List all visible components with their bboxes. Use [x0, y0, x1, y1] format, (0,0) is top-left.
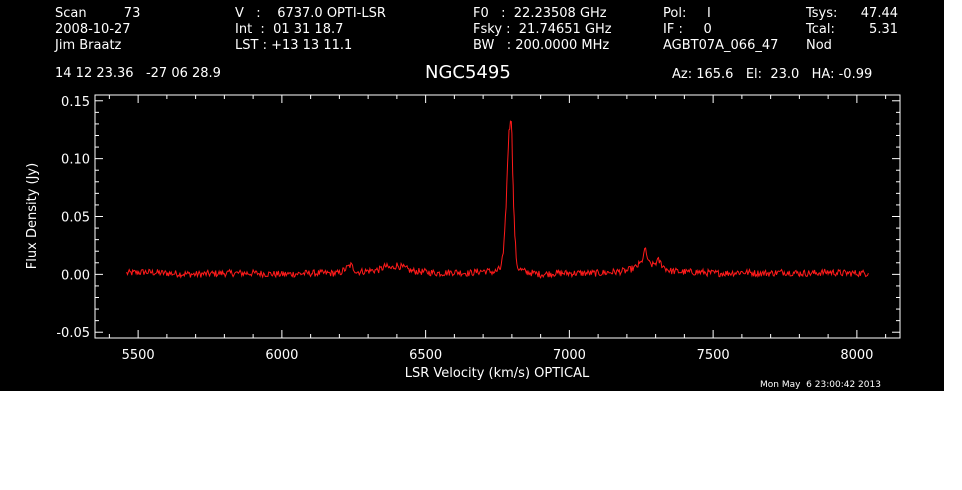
plot-frame	[94, 94, 901, 339]
x-tick-label-8000: 8000	[840, 348, 873, 363]
tcal-label: Tcal:	[806, 22, 835, 37]
y-tick-label-2: 0.05	[61, 211, 90, 226]
polarization: Pol: I	[663, 6, 711, 21]
tsys-value: 47.44	[860, 6, 898, 21]
velocity-info: V : 6737.0 OPTI-LSR	[235, 6, 386, 21]
y-axis-label: Flux Density (Jy)	[25, 163, 40, 269]
source-coordinates: 14 12 23.36 -27 06 28.9	[55, 66, 221, 81]
x-tick-label-6500: 6500	[409, 348, 442, 363]
project-id: AGBT07A_066_47	[663, 38, 779, 53]
tsys-label: Tsys:	[806, 6, 838, 21]
observation-date: 2008-10-27	[55, 22, 131, 37]
spectrum-chart: 5500 6000 6500 7000 7500 8000 -0.05 0.00 0.05 0.1…	[25, 94, 901, 381]
data-layer	[126, 119, 869, 279]
y-tick-label-4: 0.15	[61, 95, 90, 110]
y-tick-label-0: -0.05	[56, 326, 90, 341]
axis-ticks: 5500 6000 6500 7000 7500 8000 -0.05 0.00 0.05 0.1…	[56, 95, 900, 363]
y-tick-label-1: 0.00	[61, 268, 90, 283]
scan-number: Scan 73	[55, 6, 141, 21]
x-tick-label-5500: 5500	[122, 348, 155, 363]
if-number: IF : 0	[663, 22, 712, 37]
plot-panel: Scan 73 2008-10-27 Jim Braatz V : 6737.0…	[0, 0, 944, 391]
x-tick-label-7000: 7000	[553, 348, 586, 363]
observing-mode: Nod	[806, 38, 832, 53]
sky-frequency: Fsky : 21.74651 GHz	[473, 22, 612, 37]
rest-frequency: F0 : 22.23508 GHz	[473, 6, 607, 21]
x-tick-label-6000: 6000	[265, 348, 298, 363]
integration-time: Int : 01 31 18.7	[235, 22, 344, 37]
y-tick-label-3: 0.10	[61, 153, 90, 168]
bandwidth: BW : 200.0000 MHz	[473, 38, 610, 53]
observer-name: Jim Braatz	[55, 38, 122, 53]
x-axis-label: LSR Velocity (km/s) OPTICAL	[405, 366, 590, 381]
tcal-value: 5.31	[869, 22, 898, 37]
spectrum-series-line	[126, 119, 869, 279]
lst-info: LST : +13 13 11.1	[235, 38, 353, 53]
source-name: NGC5495	[425, 62, 511, 83]
az-el-ha: Az: 165.6 El: 23.0 HA: -0.99	[672, 67, 873, 82]
timestamp: Mon May 6 23:00:42 2013	[760, 380, 881, 390]
x-tick-label-7500: 7500	[697, 348, 730, 363]
